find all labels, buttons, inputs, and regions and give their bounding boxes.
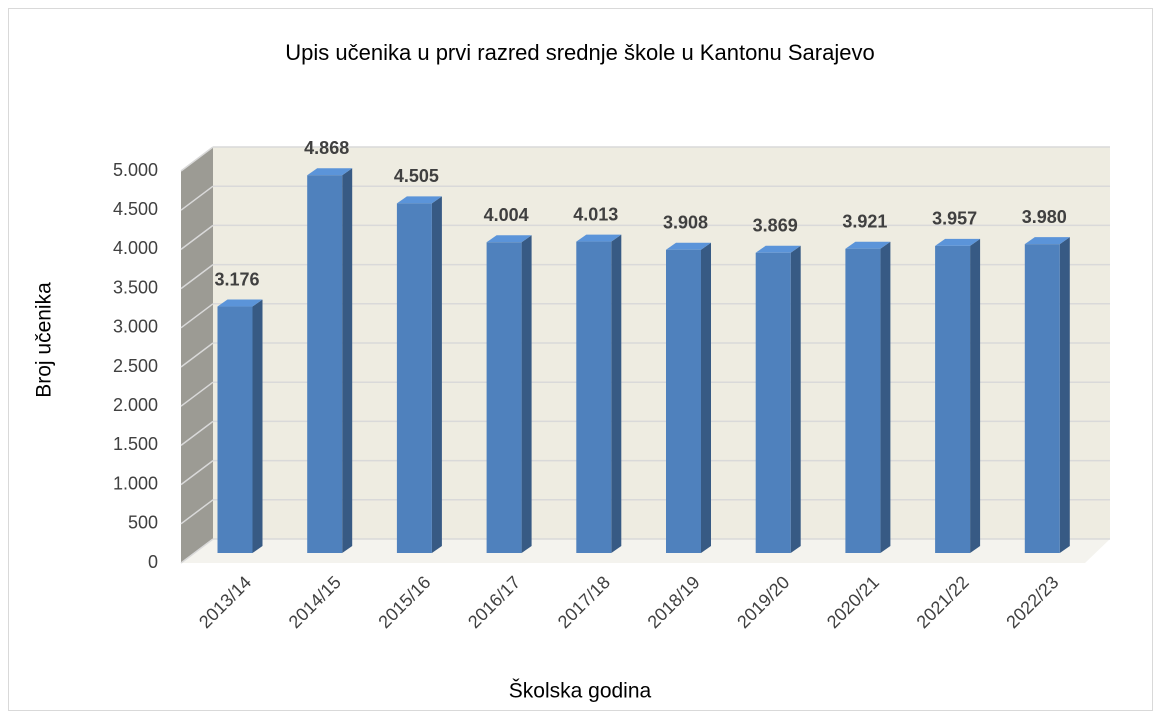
grid-line	[180, 420, 214, 446]
y-tick-label: 5.000	[113, 160, 158, 180]
bar-top	[307, 168, 353, 176]
bar-side	[790, 245, 801, 553]
bar-side	[701, 242, 711, 553]
value-label: 4.013	[573, 204, 618, 224]
value-label: 3.908	[663, 212, 708, 232]
bar-side	[1059, 237, 1070, 554]
grid-line	[180, 499, 214, 525]
bar	[666, 249, 701, 553]
y-tick-label: 0	[148, 552, 158, 572]
bar-top	[845, 241, 891, 249]
value-label: 4.505	[394, 166, 439, 186]
bar	[1024, 244, 1060, 554]
y-tick-label: 500	[128, 513, 158, 533]
grid-line	[180, 303, 214, 329]
grid-line	[180, 146, 214, 172]
bar	[307, 175, 343, 553]
grid-line	[180, 185, 214, 211]
bar	[935, 245, 971, 553]
bar-top	[396, 196, 442, 204]
value-label: 3.176	[214, 269, 259, 289]
value-label: 4.004	[484, 205, 529, 225]
bar	[576, 241, 612, 554]
grid-line	[180, 342, 214, 368]
y-axis-title: Broj učenika	[33, 282, 56, 398]
grid-line	[180, 264, 214, 290]
bar-top	[486, 235, 532, 243]
bar-top	[576, 234, 622, 242]
x-axis-title: Školska godina	[509, 680, 652, 703]
bar-side	[611, 234, 622, 554]
value-label: 3.869	[753, 216, 798, 236]
value-label: 4.868	[304, 138, 349, 158]
y-tick-label: 2.500	[113, 356, 158, 376]
value-label: 3.980	[1022, 207, 1067, 227]
y-tick-label: 1.500	[113, 434, 158, 454]
grid-line	[180, 381, 214, 407]
y-tick-label: 1.000	[113, 473, 158, 493]
bar-side	[342, 168, 353, 553]
bar-top	[1024, 237, 1070, 245]
grid-line	[180, 460, 214, 486]
grid-line	[180, 224, 214, 250]
bar-side	[431, 196, 442, 554]
bar-top	[935, 238, 981, 246]
bar-top	[666, 242, 711, 250]
bar-side	[970, 238, 981, 553]
bar	[217, 306, 253, 553]
bar-side	[252, 299, 263, 553]
bar-side	[880, 241, 891, 553]
bar-top	[755, 245, 801, 253]
y-tick-label: 3.000	[113, 317, 158, 337]
bar-top	[217, 299, 263, 307]
bar-side	[521, 235, 532, 553]
bar	[396, 203, 432, 554]
bar	[845, 248, 881, 553]
value-label: 3.957	[932, 209, 977, 229]
y-tick-label: 4.500	[113, 199, 158, 219]
y-tick-label: 4.000	[113, 238, 158, 258]
y-tick-label: 2.000	[113, 395, 158, 415]
bar	[486, 242, 522, 553]
bar	[755, 252, 791, 553]
chart-title: Upis učenika u prvi razred srednje škole…	[285, 40, 874, 65]
y-tick-label: 3.500	[113, 277, 158, 297]
grid-line	[180, 538, 214, 564]
value-label: 3.921	[842, 211, 887, 231]
